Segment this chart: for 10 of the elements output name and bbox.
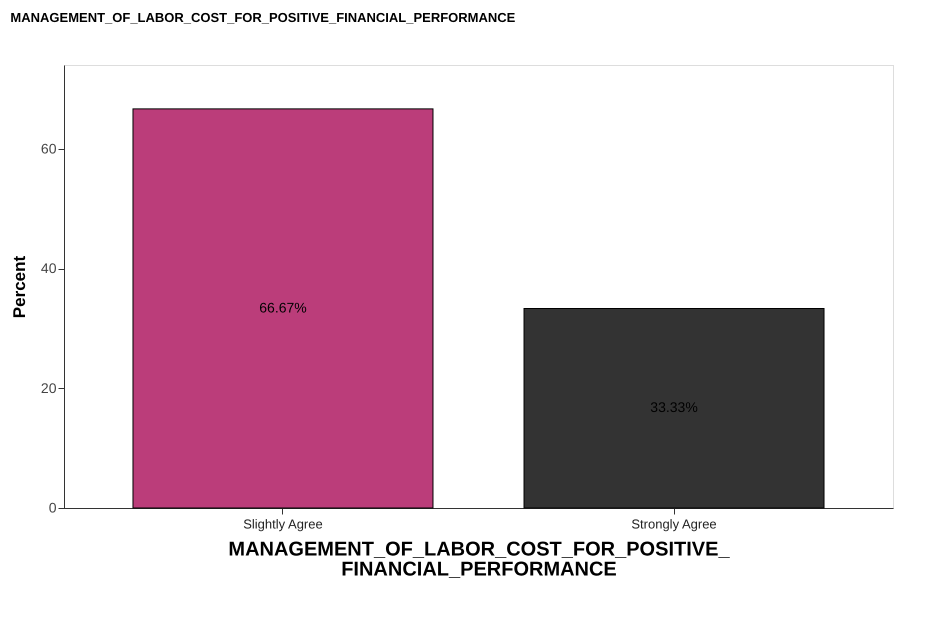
y-tick-label: 60 bbox=[40, 140, 57, 156]
x-tick-label: Slightly Agree bbox=[243, 516, 323, 532]
y-axis-title: Percent bbox=[10, 255, 29, 318]
x-axis-title: MANAGEMENT_OF_LABOR_COST_FOR_POSITIVE_ FINANCIAL_PERFORMANCE bbox=[228, 538, 730, 580]
y-tick-label: 0 bbox=[48, 500, 57, 516]
chart-title: MANAGEMENT_OF_LABOR_COST_FOR_POSITIVE_FINANCIAL_PERFORMANCE bbox=[10, 10, 516, 25]
x-tick-label: Strongly Agree bbox=[631, 516, 717, 532]
y-tick-label: 20 bbox=[40, 380, 57, 396]
data-label: 66.67% bbox=[259, 299, 307, 316]
y-tick-label: 40 bbox=[40, 260, 57, 276]
